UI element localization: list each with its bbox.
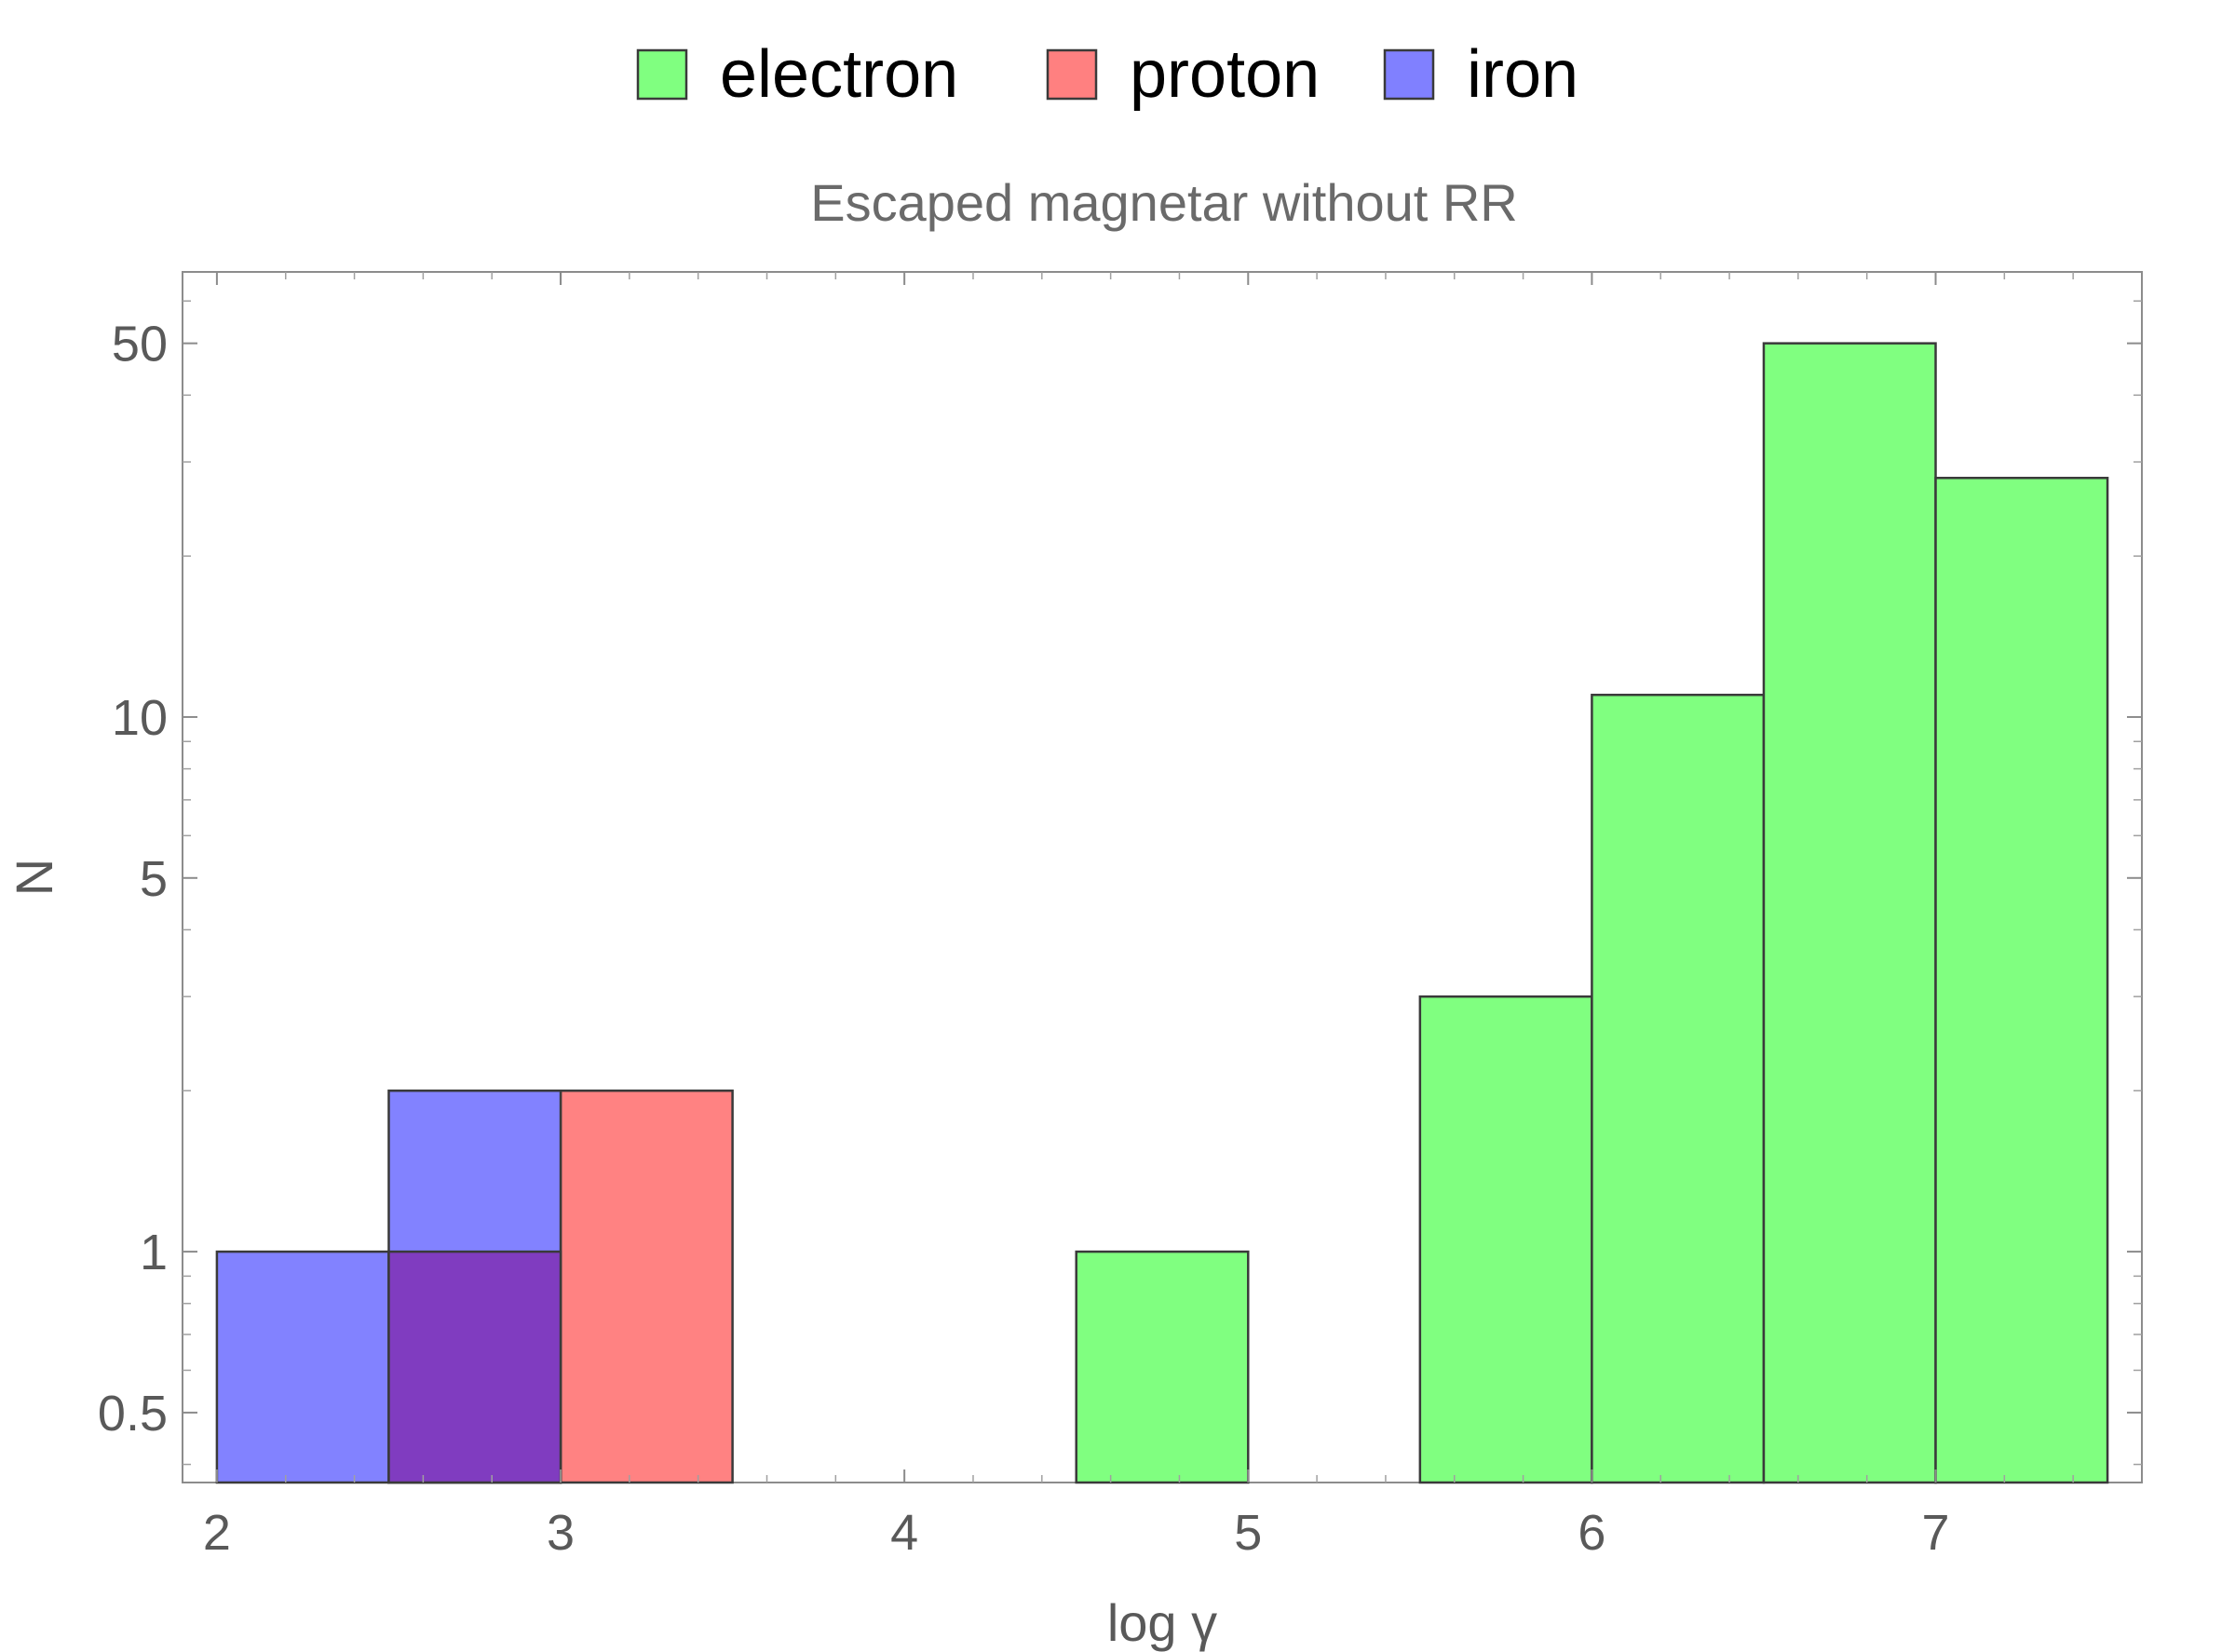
bar-overlap-2.5 xyxy=(387,1250,562,1484)
bar-electron-6.5 xyxy=(1762,342,1937,1484)
bar-electron-6 xyxy=(1591,693,1766,1484)
legend-swatch-electron xyxy=(636,48,688,101)
legend-swatch-proton xyxy=(1046,48,1098,101)
x-tick-label: 7 xyxy=(1922,1505,1950,1561)
chart-title: Escaped magnetar without RR xyxy=(810,173,1518,232)
legend: electron proton iron xyxy=(636,37,1578,112)
legend-label-proton: proton xyxy=(1130,37,1320,112)
bar-electron-4.5 xyxy=(1075,1250,1250,1484)
bar-electron-7 xyxy=(1934,476,2109,1484)
y-tick-label: 0.5 xyxy=(98,1386,168,1442)
y-axis: 0.5 1 5 10 50 xyxy=(98,300,2142,1466)
x-tick-label: 6 xyxy=(1578,1505,1605,1561)
y-tick-label: 1 xyxy=(140,1225,168,1280)
legend-swatch-iron xyxy=(1383,48,1435,101)
bars xyxy=(215,342,2109,1484)
x-tick-label: 5 xyxy=(1234,1505,1262,1561)
x-tick-label: 4 xyxy=(890,1505,918,1561)
legend-label-electron: electron xyxy=(720,37,958,112)
bar-proton-3 xyxy=(559,1090,734,1484)
legend-label-iron: iron xyxy=(1467,37,1578,112)
y-tick-label: 50 xyxy=(112,317,168,372)
y-axis-label: N xyxy=(5,859,63,896)
x-tick-label: 2 xyxy=(203,1505,231,1561)
bar-electron-5.5 xyxy=(1418,995,1593,1484)
x-tick-label: 3 xyxy=(547,1505,575,1561)
bar-iron-2 xyxy=(215,1250,390,1484)
x-axis: 2 3 4 5 6 7 xyxy=(203,272,2074,1561)
y-tick-label: 5 xyxy=(140,851,168,907)
y-tick-label: 10 xyxy=(112,690,168,746)
x-axis-label: log γ xyxy=(1107,1593,1217,1652)
